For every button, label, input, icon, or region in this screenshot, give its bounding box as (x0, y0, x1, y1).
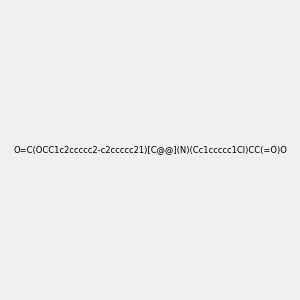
Text: O=C(OCC1c2ccccc2-c2ccccc21)[C@@](N)(Cc1ccccc1Cl)CC(=O)O: O=C(OCC1c2ccccc2-c2ccccc21)[C@@](N)(Cc1c… (13, 146, 287, 154)
